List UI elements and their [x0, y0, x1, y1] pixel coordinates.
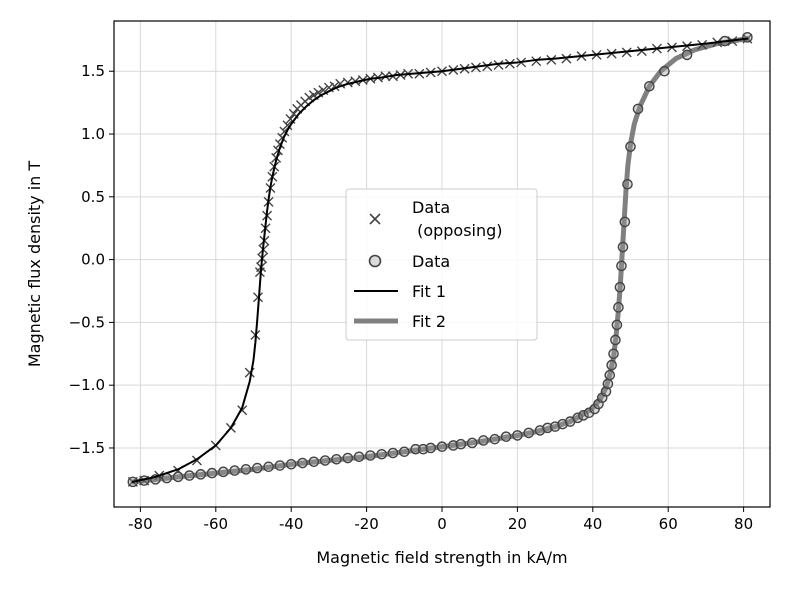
data-point	[229, 465, 240, 476]
data-point	[263, 461, 274, 473]
data-point	[478, 435, 489, 446]
opposing-data-point	[561, 53, 572, 64]
data-point	[681, 49, 693, 61]
legend-marker-x-icon	[369, 213, 381, 225]
legend-marker-circle-icon	[368, 254, 382, 268]
data-point	[512, 430, 523, 441]
data-point	[500, 431, 512, 442]
data-point	[206, 467, 218, 479]
data-point	[448, 440, 459, 451]
data-point	[387, 447, 399, 459]
data-point	[466, 437, 478, 449]
y-axis-label: Magnetic flux density in T	[25, 161, 44, 368]
x-tick-label: -20	[354, 515, 379, 533]
data-point	[616, 260, 627, 272]
data-point	[617, 241, 629, 253]
data-point	[319, 455, 331, 466]
data-point	[625, 141, 636, 152]
data-point	[251, 462, 263, 474]
axis-ticks: -80 -60 -40 -20 0 20 40 60 80 −1.5 −1.0 −0.5 0.0 0.5 1…	[69, 62, 754, 533]
data-point	[195, 469, 207, 480]
data-point	[602, 378, 614, 390]
legend-label-data: Data	[412, 252, 450, 271]
x-tick-label: 40	[583, 515, 602, 533]
legend-label-fit2: Fit 2	[412, 312, 446, 331]
y-tick-label: 1.5	[81, 62, 105, 80]
x-tick-label: 60	[659, 515, 678, 533]
data-point	[583, 407, 595, 419]
legend-label-fit1: Fit 1	[412, 282, 446, 301]
legend-box	[345, 188, 538, 341]
data-point	[410, 443, 421, 455]
legend-label-opposing-line1: Data	[412, 198, 450, 217]
series-line-fit-1	[131, 37, 749, 483]
data-point	[240, 464, 252, 475]
series-layer	[127, 32, 753, 488]
data-point	[604, 369, 616, 381]
data-point	[308, 456, 320, 468]
data-point	[742, 32, 753, 43]
data-point	[417, 443, 429, 455]
y-tick-label: −0.5	[69, 313, 105, 331]
x-tick-label: 80	[734, 515, 753, 533]
data-point	[285, 459, 297, 470]
data-point	[489, 433, 501, 445]
data-point	[622, 178, 633, 190]
data-point	[659, 65, 670, 77]
data-point	[376, 448, 387, 460]
data-point	[572, 412, 584, 424]
legend: Data (opposing) Data Fit 1 Fit 2	[345, 188, 538, 341]
y-tick-label: −1.5	[69, 439, 105, 457]
data-point	[331, 453, 342, 465]
series-line-fit-2	[130, 36, 750, 485]
x-tick-label: -80	[128, 515, 153, 533]
data-point	[297, 457, 308, 469]
x-tick-label: -40	[279, 515, 304, 533]
data-point	[172, 471, 184, 483]
data-point	[274, 460, 286, 471]
data-point	[353, 451, 365, 463]
legend-label-opposing-line2: (opposing)	[412, 221, 503, 240]
data-point	[425, 442, 436, 454]
data-point	[610, 334, 621, 346]
y-tick-label: 0.0	[81, 251, 105, 269]
data-point	[365, 450, 376, 461]
x-tick-label: 20	[508, 515, 527, 533]
opposing-data-point	[493, 59, 504, 70]
opposing-data-point	[531, 56, 542, 67]
data-point	[184, 470, 195, 481]
opposing-data-point	[282, 120, 293, 131]
data-point	[342, 452, 354, 464]
data-point	[619, 216, 631, 228]
x-tick-label: -60	[204, 515, 229, 533]
data-point	[542, 422, 553, 434]
data-point	[606, 359, 617, 371]
data-point	[398, 446, 410, 458]
data-point	[632, 103, 644, 115]
data-point	[644, 81, 655, 92]
data-point	[614, 281, 626, 293]
y-tick-label: 1.0	[81, 125, 105, 143]
y-tick-label: −1.0	[69, 376, 105, 394]
data-point	[523, 427, 535, 439]
data-point	[613, 302, 624, 313]
data-point	[578, 410, 589, 421]
x-axis-label: Magnetic field strength in kA/m	[316, 548, 567, 567]
data-point	[455, 438, 467, 450]
x-tick-label: 0	[437, 515, 447, 533]
data-point	[218, 466, 229, 478]
opposing-data-point	[636, 46, 647, 57]
data-point	[611, 319, 623, 331]
opposing-data-point	[546, 54, 557, 65]
data-point	[436, 441, 448, 453]
data-point	[608, 348, 619, 360]
y-tick-label: 0.5	[81, 188, 105, 206]
